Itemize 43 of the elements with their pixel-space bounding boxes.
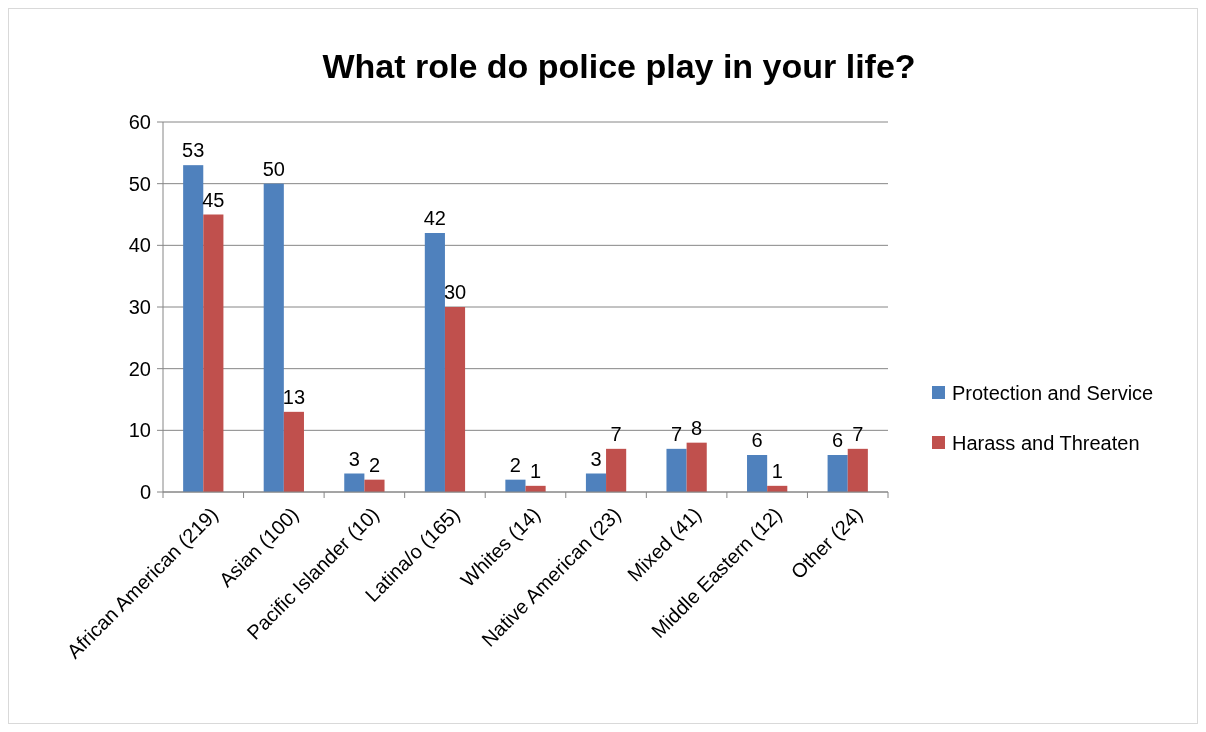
data-label: 30	[443, 281, 467, 303]
chart-title: What role do police play in your life?	[322, 47, 916, 85]
bar	[263, 183, 284, 492]
data-label: 1	[530, 459, 542, 482]
y-tick-label: 50	[128, 172, 151, 195]
bar	[505, 479, 526, 492]
data-label: 3	[590, 447, 602, 470]
bar	[203, 214, 224, 492]
data-label: 50	[262, 157, 285, 180]
bar	[666, 448, 687, 492]
legend-label: Harass and Threaten	[952, 432, 1140, 454]
data-label: 53	[182, 139, 205, 162]
y-tick-label: 30	[128, 296, 151, 318]
bar	[827, 455, 848, 492]
bar	[283, 411, 304, 492]
bar	[183, 165, 204, 492]
bar	[585, 473, 607, 492]
data-label: 2	[368, 453, 381, 476]
data-label: 7	[610, 422, 622, 445]
data-label: 13	[282, 385, 306, 408]
legend-label: Protection and Service	[952, 382, 1154, 404]
data-label: 7	[852, 422, 864, 445]
data-label: 1	[771, 459, 783, 482]
data-label: 42	[423, 207, 446, 229]
bar	[344, 473, 365, 492]
y-tick-label: 20	[128, 357, 151, 380]
y-tick-label: 10	[128, 419, 151, 442]
y-tick-label: 0	[139, 481, 151, 503]
bar	[444, 307, 466, 492]
bar	[747, 455, 768, 492]
data-label: 6	[832, 429, 844, 451]
y-tick-label: 40	[128, 234, 151, 257]
bar	[847, 448, 868, 492]
data-label: 7	[670, 422, 683, 445]
bar	[364, 479, 385, 492]
y-tick-label: 60	[128, 111, 151, 133]
data-label: 2	[509, 453, 521, 476]
data-label: 3	[348, 447, 360, 470]
bar	[424, 233, 445, 492]
bar	[606, 448, 627, 492]
data-label: 6	[751, 429, 763, 451]
bar	[686, 442, 707, 492]
data-label: 8	[691, 416, 703, 439]
